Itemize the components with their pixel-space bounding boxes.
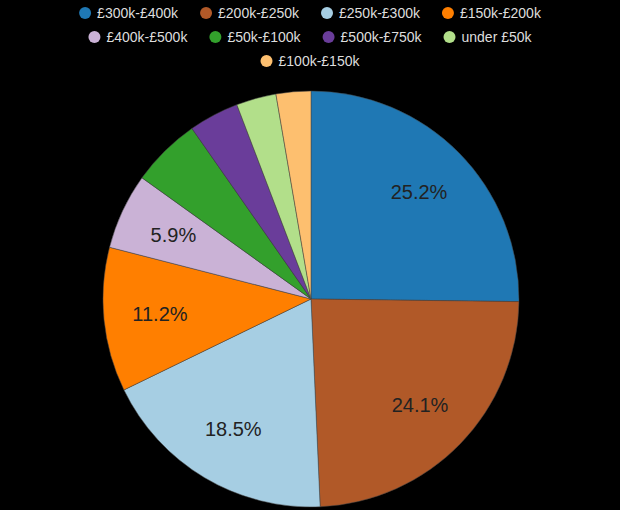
- legend: £300k-£400k £200k-£250k £250k-£300k £150k-£…: [79, 5, 542, 69]
- legend-marker: [261, 55, 273, 67]
- pie-slice: [276, 91, 311, 299]
- legend-marker: [79, 7, 91, 19]
- legend-marker: [444, 31, 456, 43]
- legend-label: £200k-£250k: [218, 5, 300, 21]
- pie-slice: [311, 91, 519, 302]
- legend-marker: [209, 31, 221, 43]
- legend-item: £50k-£100k: [209, 29, 301, 45]
- legend-label: under £50k: [462, 29, 533, 45]
- legend-item: £200k-£250k: [200, 5, 300, 21]
- data-label: 24.1%: [392, 394, 449, 416]
- pie: [103, 91, 519, 507]
- legend-label: £400k-£500k: [106, 29, 188, 45]
- legend-row: £100k-£150k: [261, 53, 361, 69]
- legend-marker: [442, 7, 454, 19]
- legend-label: £250k-£300k: [339, 5, 421, 21]
- background: [0, 0, 620, 510]
- data-label: 11.2%: [132, 303, 187, 325]
- legend-label: £50k-£100k: [227, 29, 301, 45]
- data-label: 18.5%: [205, 418, 262, 440]
- pie-slice: [311, 299, 519, 507]
- data-labels: 25.2% 24.1% 18.5% 11.2% 5.9%: [132, 181, 448, 440]
- legend-row: £300k-£400k £200k-£250k £250k-£300k £150k-£…: [79, 5, 542, 21]
- legend-item: £150k-£200k: [442, 5, 542, 21]
- data-label: 25.2%: [391, 181, 448, 203]
- legend-item: under £50k: [444, 29, 533, 45]
- legend-marker: [88, 31, 100, 43]
- legend-marker: [323, 31, 335, 43]
- legend-marker: [321, 7, 333, 19]
- legend-item: £500k-£750k: [323, 29, 423, 45]
- legend-item: £300k-£400k: [79, 5, 179, 21]
- legend-item: £100k-£150k: [261, 53, 361, 69]
- legend-label: £500k-£750k: [341, 29, 423, 45]
- chart: 25.2% 24.1% 18.5% 11.2% 5.9% £300k-£400k £200k…: [0, 0, 620, 510]
- legend-item: £250k-£300k: [321, 5, 421, 21]
- legend-label: £100k-£150k: [279, 53, 361, 69]
- data-label: 5.9%: [151, 224, 197, 246]
- legend-item: £400k-£500k: [88, 29, 188, 45]
- legend-marker: [200, 7, 212, 19]
- legend-row: £400k-£500k £50k-£100k £500k-£750k under £5…: [88, 29, 532, 45]
- legend-label: £150k-£200k: [460, 5, 542, 21]
- legend-label: £300k-£400k: [97, 5, 179, 21]
